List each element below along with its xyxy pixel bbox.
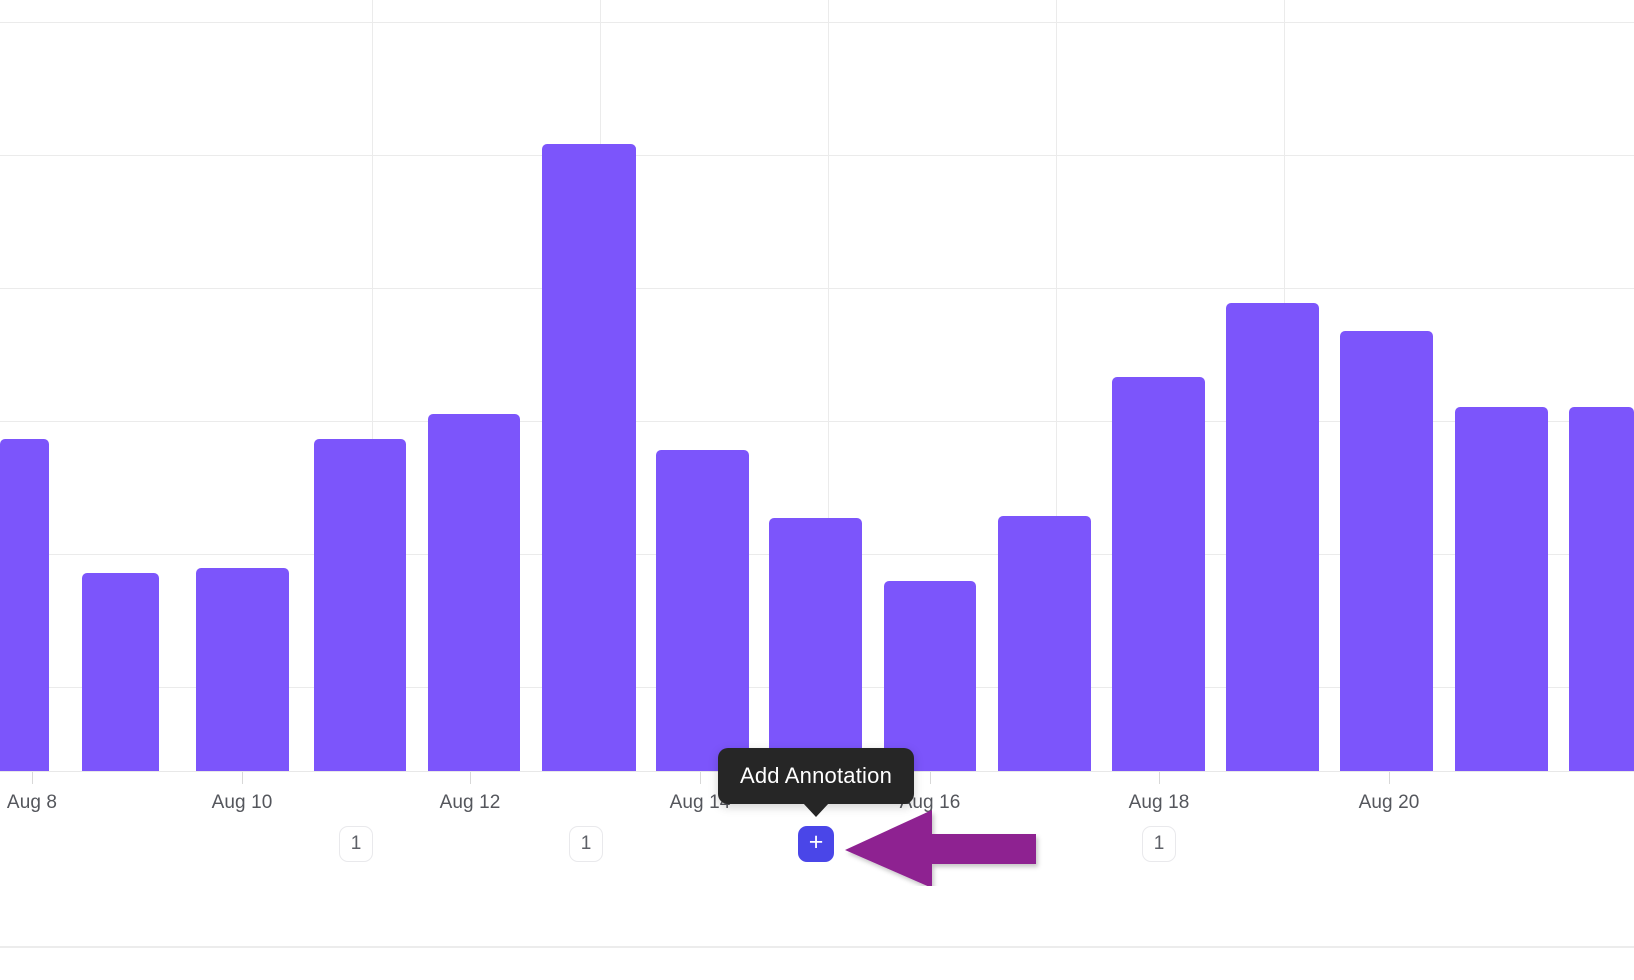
bar[interactable]: [196, 568, 289, 771]
x-axis-tick-1: [242, 772, 243, 784]
gridline-vertical-0: [372, 0, 373, 772]
bar[interactable]: [884, 581, 976, 771]
gridline-horizontal-1: [0, 155, 1634, 156]
bar[interactable]: [314, 439, 406, 771]
gridline-horizontal-2: [0, 288, 1634, 289]
x-axis-tick-6: [1389, 772, 1390, 784]
x-axis-label: Aug 8: [6, 792, 58, 813]
x-axis-label: Aug 18: [1128, 792, 1190, 813]
annotation-count-badge[interactable]: 1: [569, 826, 603, 862]
bar[interactable]: [1112, 377, 1205, 771]
x-axis-label: Aug 12: [439, 792, 501, 813]
gridline-horizontal-0: [0, 22, 1634, 23]
x-axis-tick-4: [930, 772, 931, 784]
gridline-vertical-3: [1056, 0, 1057, 772]
bar[interactable]: [769, 518, 862, 771]
gridline-vertical-2: [828, 0, 829, 772]
add-annotation-button[interactable]: +: [798, 826, 834, 862]
x-axis-label: Aug 10: [211, 792, 273, 813]
bar[interactable]: [998, 516, 1091, 771]
x-axis-tick-3: [700, 772, 701, 784]
bar[interactable]: [82, 573, 159, 771]
tooltip-pointer-icon: [803, 803, 829, 817]
annotation-count-badge[interactable]: 1: [339, 826, 373, 862]
x-axis-tick-2: [470, 772, 471, 784]
x-axis-label: Aug 16: [899, 792, 961, 813]
add-annotation-tooltip: Add Annotation: [718, 748, 914, 817]
bar[interactable]: [1226, 303, 1319, 771]
bar[interactable]: [428, 414, 520, 771]
tooltip-label: Add Annotation: [739, 763, 893, 788]
x-axis-tick-0: [32, 772, 33, 784]
bar[interactable]: [0, 439, 49, 771]
annotation-count-badge[interactable]: 1: [1142, 826, 1176, 862]
x-axis-label: Aug 20: [1358, 792, 1420, 813]
x-axis: Aug 8 Aug 10 Aug 12 Aug 14 Aug 16 Aug 18 Aug 2…: [0, 772, 1634, 834]
bar[interactable]: [1455, 407, 1548, 771]
bar[interactable]: [542, 144, 636, 771]
bar[interactable]: [1569, 407, 1634, 771]
bottom-divider: [0, 946, 1634, 948]
bar-chart-plot-area: [0, 0, 1634, 772]
x-axis-label: Aug 14: [669, 792, 731, 813]
bar[interactable]: [656, 450, 749, 771]
bar[interactable]: [1340, 331, 1433, 771]
gridline-horizontal-3: [0, 421, 1634, 422]
x-axis-tick-5: [1159, 772, 1160, 784]
annotation-rail: 1 1 1 +: [0, 826, 1634, 886]
